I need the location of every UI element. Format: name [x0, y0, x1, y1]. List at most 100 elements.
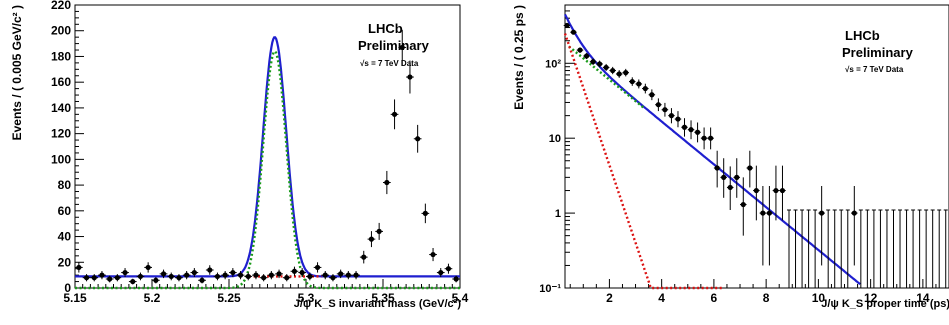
- mass-data-point: [83, 275, 90, 281]
- mass-curve-total: [75, 36, 460, 278]
- mass-data-point: [453, 276, 459, 282]
- mass-data-point: [91, 275, 97, 281]
- mass-data-point: [137, 273, 144, 280]
- mass-x-tick-label: 5.3: [298, 291, 315, 305]
- mass-data-point: [222, 272, 228, 278]
- mass-data-point: [245, 273, 251, 280]
- time-data-point: [623, 70, 629, 76]
- time-data-point: [590, 59, 596, 65]
- mass-x-tick-label: 5.4: [452, 291, 469, 305]
- time-data-point: [819, 210, 825, 216]
- mass-data-point: [330, 275, 336, 281]
- time-data-point: [701, 135, 707, 141]
- mass-y-tick-label: 20: [58, 255, 72, 269]
- time-y-tick-label: 1: [555, 208, 561, 220]
- mass-data-point: [391, 111, 398, 117]
- mass-y-tick-label: 0: [64, 281, 71, 295]
- mass-data-point: [114, 275, 120, 281]
- time-x-tick-label: 6: [711, 291, 718, 305]
- time-data-point: [753, 187, 759, 194]
- mass-y-tick-label: 160: [51, 75, 71, 89]
- time-data-point: [583, 53, 590, 59]
- mass-data-point: [145, 264, 151, 271]
- time-data-point: [642, 85, 648, 92]
- time-data-point: [766, 210, 773, 216]
- mass-data-point: [422, 210, 428, 216]
- time-data-point: [597, 61, 603, 67]
- time-data-point: [649, 92, 655, 98]
- time-y-tick-label: 10²: [545, 58, 561, 70]
- mass-y-tick-label: 80: [58, 178, 72, 192]
- mass-data-point: [253, 272, 259, 278]
- time-data-point: [577, 47, 583, 53]
- mass-data-point: [207, 267, 213, 273]
- mass-y-tick-label: 140: [51, 101, 71, 115]
- mass-data-point: [361, 254, 367, 260]
- time-dataset-label: √s = 7 TeV Data: [845, 65, 904, 74]
- mass-data-point: [345, 272, 351, 278]
- mass-data-point: [284, 275, 290, 281]
- mass-data-point: [322, 272, 328, 278]
- time-data-point: [727, 184, 733, 191]
- mass-data-point: [230, 269, 236, 276]
- mass-data-point: [430, 251, 436, 258]
- time-data-point: [714, 165, 720, 171]
- mass-x-tick-label: 5.35: [371, 291, 395, 305]
- time-data-point: [747, 165, 753, 171]
- mass-y-tick-label: 100: [51, 152, 71, 166]
- time-plot: 10⁻¹ 1 10 10² 2 4 6 8 10 12 14 LHCb Preliminary √s…: [512, 4, 949, 310]
- mass-plot: 0 20 40 60 80 100 120 140 160 180 200 220 5.15 5.2 5.2…: [10, 0, 469, 310]
- mass-x-tick-label: 5.2: [144, 291, 161, 305]
- mass-y-axis-label: Events / ( 0.005 GeV/c² ): [10, 5, 24, 140]
- mass-x-axis-label: J/ψ K_S invariant mass (GeV/c²): [294, 298, 462, 310]
- mass-data-point: [445, 266, 452, 272]
- mass-data-point: [338, 271, 344, 277]
- time-x-tick-label: 14: [916, 291, 930, 305]
- mass-data-point: [415, 136, 421, 142]
- time-data-point: [655, 102, 661, 108]
- time-data-point: [740, 201, 746, 208]
- mass-data-point: [299, 269, 305, 276]
- mass-data-point: [107, 276, 113, 282]
- mass-data-point: [261, 275, 267, 281]
- time-data-point: [616, 71, 622, 77]
- time-status-label: Preliminary: [842, 45, 914, 60]
- mass-data-point: [153, 277, 159, 283]
- time-data-point: [773, 187, 779, 194]
- mass-data-point: [214, 273, 221, 280]
- mass-dataset-label: √s = 7 TeV Data: [360, 59, 419, 68]
- mass-data-point: [407, 74, 413, 80]
- mass-data-point: [237, 272, 244, 278]
- time-plot-frame: [564, 4, 949, 289]
- mass-data-point: [307, 273, 313, 280]
- time-x-tick-label: 2: [606, 291, 613, 305]
- time-y-tick-label: 10: [549, 133, 561, 145]
- mass-data-point: [199, 277, 205, 283]
- time-experiment-label: LHCb: [845, 28, 880, 43]
- time-data-point: [779, 187, 786, 194]
- mass-x-tick-label: 5.25: [217, 291, 241, 305]
- time-data-point: [708, 135, 714, 141]
- time-data-point: [688, 127, 694, 133]
- time-data-point: [570, 29, 577, 35]
- time-data-point: [629, 78, 635, 85]
- mass-data-point: [399, 44, 405, 51]
- mass-data-point: [160, 271, 167, 277]
- mass-data-point: [176, 275, 182, 281]
- mass-data-point: [99, 272, 105, 278]
- mass-x-tick-label: 5.15: [63, 291, 87, 305]
- mass-experiment-label: LHCb: [368, 21, 403, 36]
- mass-data-point: [353, 272, 359, 278]
- mass-y-tick-label: 220: [51, 0, 71, 12]
- time-curve-total: [564, 13, 861, 286]
- mass-data-point: [191, 269, 197, 276]
- mass-data-point: [384, 179, 390, 186]
- mass-data-point: [268, 272, 274, 278]
- mass-data-point: [130, 278, 136, 285]
- time-data-point: [760, 210, 766, 216]
- mass-data-point: [276, 271, 282, 277]
- time-curve-background: [563, 33, 723, 290]
- time-data-point: [668, 113, 675, 119]
- mass-curve-signal: [75, 50, 460, 290]
